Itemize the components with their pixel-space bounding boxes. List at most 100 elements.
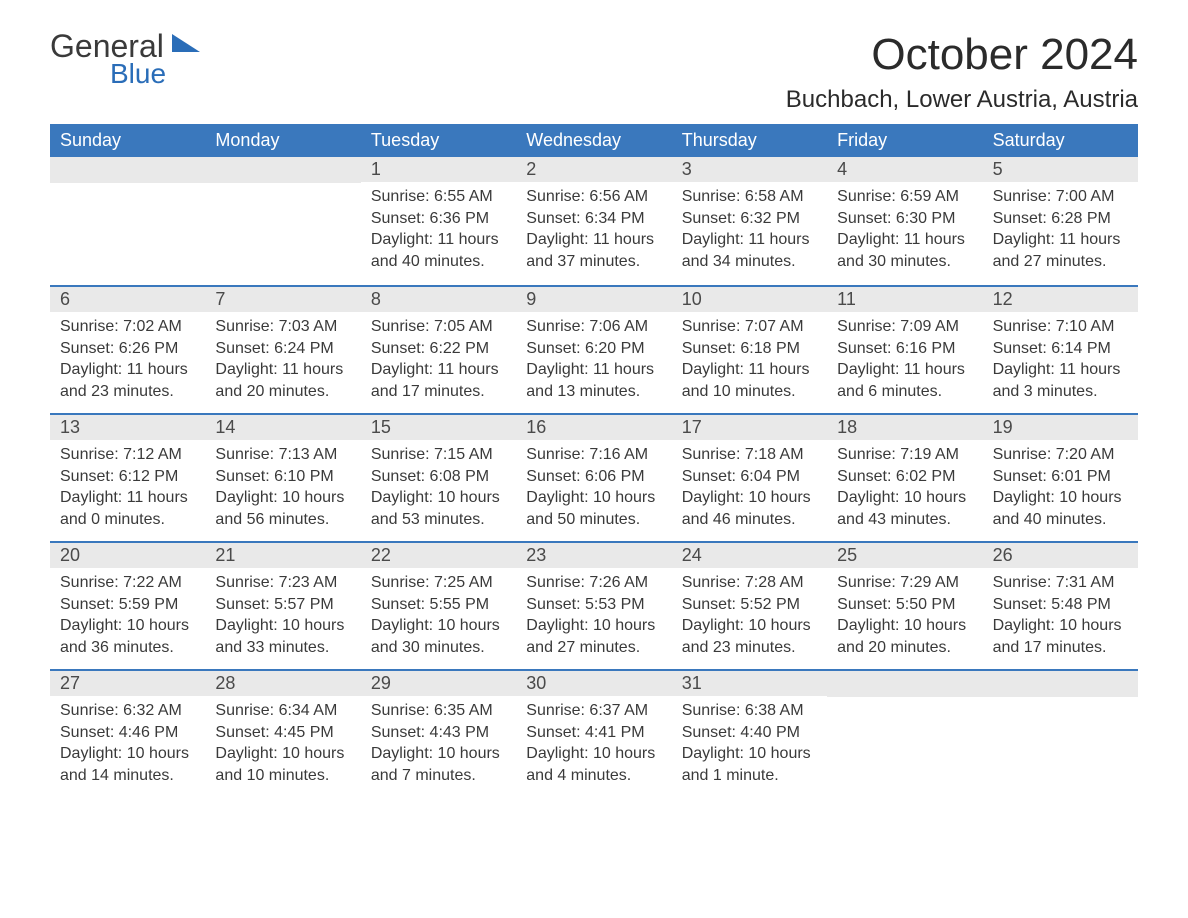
day-body: Sunrise: 7:20 AMSunset: 6:01 PMDaylight:… [983,440,1138,530]
daylight-text: Daylight: 10 hours and 46 minutes. [682,487,817,530]
day-number: 11 [827,287,982,312]
calendar-day: 5Sunrise: 7:00 AMSunset: 6:28 PMDaylight… [983,157,1138,285]
calendar-day: 8Sunrise: 7:05 AMSunset: 6:22 PMDaylight… [361,287,516,413]
daylight-text: Daylight: 10 hours and 40 minutes. [993,487,1128,530]
sunset-text: Sunset: 6:02 PM [837,466,972,488]
calendar-day: 15Sunrise: 7:15 AMSunset: 6:08 PMDayligh… [361,415,516,541]
sunrise-text: Sunrise: 7:07 AM [682,316,817,338]
day-number: 27 [50,671,205,696]
day-body: Sunrise: 7:07 AMSunset: 6:18 PMDaylight:… [672,312,827,402]
day-body: Sunrise: 7:26 AMSunset: 5:53 PMDaylight:… [516,568,671,658]
sunset-text: Sunset: 6:04 PM [682,466,817,488]
day-body: Sunrise: 7:13 AMSunset: 6:10 PMDaylight:… [205,440,360,530]
sunset-text: Sunset: 6:22 PM [371,338,506,360]
sunrise-text: Sunrise: 6:56 AM [526,186,661,208]
sunset-text: Sunset: 6:08 PM [371,466,506,488]
calendar-day [50,157,205,285]
sunrise-text: Sunrise: 7:26 AM [526,572,661,594]
dow-saturday: Saturday [983,124,1138,157]
day-body: Sunrise: 7:16 AMSunset: 6:06 PMDaylight:… [516,440,671,530]
day-number [983,671,1138,697]
daylight-text: Daylight: 11 hours and 34 minutes. [682,229,817,272]
calendar-day: 21Sunrise: 7:23 AMSunset: 5:57 PMDayligh… [205,543,360,669]
sunrise-text: Sunrise: 7:10 AM [993,316,1128,338]
calendar-day: 26Sunrise: 7:31 AMSunset: 5:48 PMDayligh… [983,543,1138,669]
sunrise-text: Sunrise: 6:37 AM [526,700,661,722]
calendar-day: 17Sunrise: 7:18 AMSunset: 6:04 PMDayligh… [672,415,827,541]
calendar-day: 6Sunrise: 7:02 AMSunset: 6:26 PMDaylight… [50,287,205,413]
day-number: 24 [672,543,827,568]
daylight-text: Daylight: 10 hours and 33 minutes. [215,615,350,658]
calendar-day: 10Sunrise: 7:07 AMSunset: 6:18 PMDayligh… [672,287,827,413]
sunset-text: Sunset: 6:01 PM [993,466,1128,488]
daylight-text: Daylight: 10 hours and 27 minutes. [526,615,661,658]
calendar-day: 27Sunrise: 6:32 AMSunset: 4:46 PMDayligh… [50,671,205,797]
day-number: 8 [361,287,516,312]
day-body: Sunrise: 7:29 AMSunset: 5:50 PMDaylight:… [827,568,982,658]
daylight-text: Daylight: 10 hours and 20 minutes. [837,615,972,658]
daylight-text: Daylight: 11 hours and 20 minutes. [215,359,350,402]
daylight-text: Daylight: 10 hours and 56 minutes. [215,487,350,530]
calendar-day: 20Sunrise: 7:22 AMSunset: 5:59 PMDayligh… [50,543,205,669]
day-body: Sunrise: 7:03 AMSunset: 6:24 PMDaylight:… [205,312,360,402]
daylight-text: Daylight: 10 hours and 1 minute. [682,743,817,786]
sunrise-text: Sunrise: 7:12 AM [60,444,195,466]
day-body: Sunrise: 6:37 AMSunset: 4:41 PMDaylight:… [516,696,671,786]
sunset-text: Sunset: 6:24 PM [215,338,350,360]
day-body: Sunrise: 7:12 AMSunset: 6:12 PMDaylight:… [50,440,205,530]
daylight-text: Daylight: 11 hours and 27 minutes. [993,229,1128,272]
daylight-text: Daylight: 10 hours and 43 minutes. [837,487,972,530]
sunrise-text: Sunrise: 6:59 AM [837,186,972,208]
calendar-day: 22Sunrise: 7:25 AMSunset: 5:55 PMDayligh… [361,543,516,669]
sunset-text: Sunset: 6:36 PM [371,208,506,230]
dow-sunday: Sunday [50,124,205,157]
calendar-day: 7Sunrise: 7:03 AMSunset: 6:24 PMDaylight… [205,287,360,413]
dow-monday: Monday [205,124,360,157]
day-body: Sunrise: 7:05 AMSunset: 6:22 PMDaylight:… [361,312,516,402]
daylight-text: Daylight: 10 hours and 17 minutes. [993,615,1128,658]
day-number: 23 [516,543,671,568]
day-number: 26 [983,543,1138,568]
day-body: Sunrise: 7:28 AMSunset: 5:52 PMDaylight:… [672,568,827,658]
sunrise-text: Sunrise: 7:15 AM [371,444,506,466]
calendar-day: 11Sunrise: 7:09 AMSunset: 6:16 PMDayligh… [827,287,982,413]
sunrise-text: Sunrise: 7:02 AM [60,316,195,338]
sunrise-text: Sunrise: 6:32 AM [60,700,195,722]
day-body: Sunrise: 6:35 AMSunset: 4:43 PMDaylight:… [361,696,516,786]
sunset-text: Sunset: 6:12 PM [60,466,195,488]
sunset-text: Sunset: 5:59 PM [60,594,195,616]
calendar-day: 1Sunrise: 6:55 AMSunset: 6:36 PMDaylight… [361,157,516,285]
daylight-text: Daylight: 11 hours and 17 minutes. [371,359,506,402]
calendar-day: 12Sunrise: 7:10 AMSunset: 6:14 PMDayligh… [983,287,1138,413]
calendar-week: 20Sunrise: 7:22 AMSunset: 5:59 PMDayligh… [50,541,1138,669]
header: General Blue October 2024 Buchbach, Lowe… [50,30,1138,114]
day-body: Sunrise: 7:10 AMSunset: 6:14 PMDaylight:… [983,312,1138,402]
sunset-text: Sunset: 6:10 PM [215,466,350,488]
sunrise-text: Sunrise: 7:25 AM [371,572,506,594]
sunset-text: Sunset: 5:57 PM [215,594,350,616]
location: Buchbach, Lower Austria, Austria [786,86,1138,114]
day-body: Sunrise: 6:55 AMSunset: 6:36 PMDaylight:… [361,182,516,272]
calendar-day: 29Sunrise: 6:35 AMSunset: 4:43 PMDayligh… [361,671,516,797]
daylight-text: Daylight: 11 hours and 37 minutes. [526,229,661,272]
calendar-day: 24Sunrise: 7:28 AMSunset: 5:52 PMDayligh… [672,543,827,669]
calendar-day: 19Sunrise: 7:20 AMSunset: 6:01 PMDayligh… [983,415,1138,541]
day-number: 10 [672,287,827,312]
brand-logo: General Blue [50,30,200,90]
day-body: Sunrise: 6:58 AMSunset: 6:32 PMDaylight:… [672,182,827,272]
daylight-text: Daylight: 10 hours and 7 minutes. [371,743,506,786]
sunset-text: Sunset: 6:32 PM [682,208,817,230]
calendar-day: 14Sunrise: 7:13 AMSunset: 6:10 PMDayligh… [205,415,360,541]
sunrise-text: Sunrise: 7:20 AM [993,444,1128,466]
dow-wednesday: Wednesday [516,124,671,157]
sunset-text: Sunset: 4:41 PM [526,722,661,744]
calendar-day: 13Sunrise: 7:12 AMSunset: 6:12 PMDayligh… [50,415,205,541]
sunrise-text: Sunrise: 7:18 AM [682,444,817,466]
sunrise-text: Sunrise: 7:31 AM [993,572,1128,594]
dow-tuesday: Tuesday [361,124,516,157]
calendar-week: 6Sunrise: 7:02 AMSunset: 6:26 PMDaylight… [50,285,1138,413]
day-number: 14 [205,415,360,440]
sunrise-text: Sunrise: 7:28 AM [682,572,817,594]
sunrise-text: Sunrise: 7:00 AM [993,186,1128,208]
day-number: 9 [516,287,671,312]
